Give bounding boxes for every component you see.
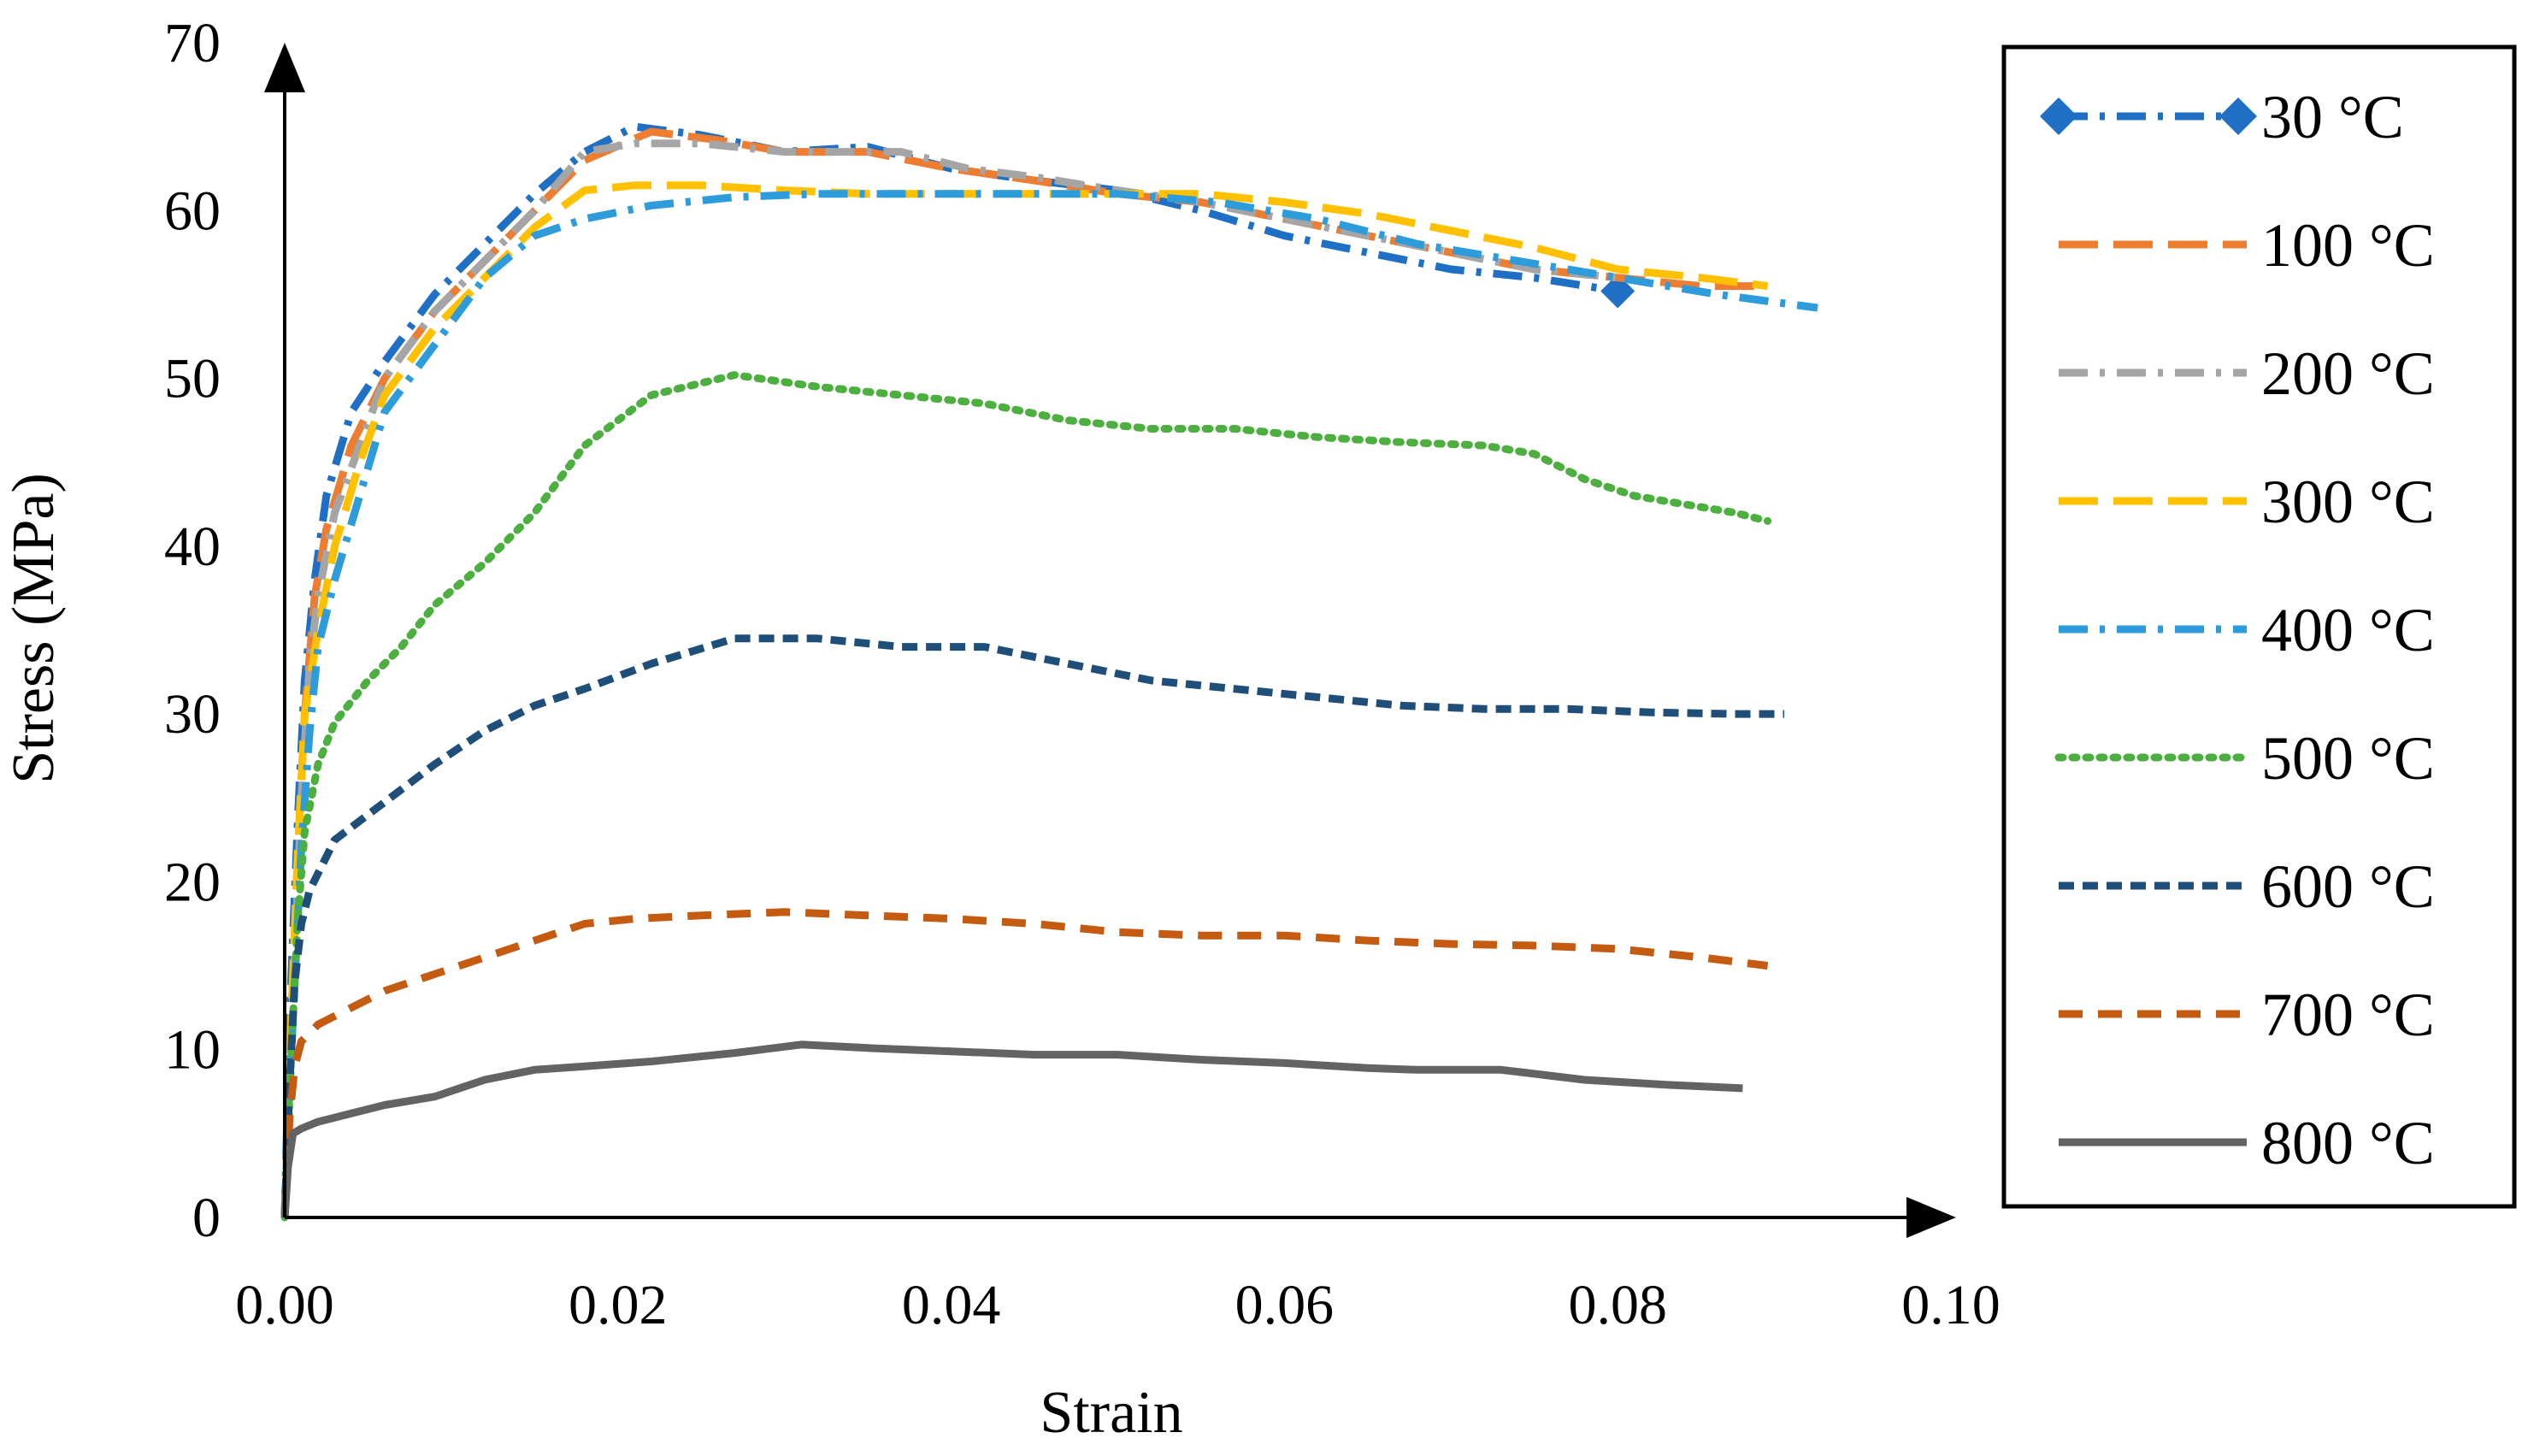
series-layer — [280, 122, 1818, 1222]
x-tick-label: 0.08 — [1568, 1274, 1667, 1336]
legend-marker — [2040, 97, 2077, 135]
legend-label-2: 200 °C — [2261, 339, 2435, 408]
y-tick-label: 10 — [164, 1019, 221, 1082]
legend-label-0: 30 °C — [2261, 83, 2404, 151]
x-axis-title: Strain — [1040, 1380, 1182, 1446]
legend-label-5: 500 °C — [2261, 724, 2435, 793]
y-tick-label: 20 — [164, 851, 221, 913]
legend-label-3: 300 °C — [2261, 468, 2435, 536]
series-line-3 — [280, 181, 1769, 1218]
y-axis-title: Stress (MPa) — [1, 473, 67, 784]
legend-label-4: 400 °C — [2261, 596, 2435, 664]
x-tick-label: 0.02 — [569, 1274, 668, 1336]
y-tick-label: 50 — [164, 348, 221, 410]
series-line-7 — [280, 908, 1769, 1218]
x-tick-label: 0.00 — [235, 1274, 334, 1336]
x-tick-label: 0.04 — [902, 1274, 1001, 1336]
y-tick-label: 70 — [164, 12, 221, 74]
axes-layer: 0.00 0.02 0.04 0.06 0.08 0.10 0 10 20 30 40 50 60 70 — [164, 12, 2001, 1336]
y-axis-arrow — [264, 43, 305, 92]
series-line-8 — [280, 1040, 1743, 1218]
y-tick-label: 0 — [192, 1187, 221, 1249]
series-line-2 — [280, 139, 1618, 1218]
series-line-4 — [280, 190, 1818, 1218]
y-tick-label: 40 — [164, 516, 221, 578]
legend-box — [2001, 44, 2517, 1209]
x-axis-arrow — [1906, 1197, 1956, 1238]
legend-label-1: 100 °C — [2261, 211, 2435, 280]
y-tick-label: 30 — [164, 683, 221, 746]
legend-label-6: 600 °C — [2261, 852, 2435, 921]
legend-label-8: 800 °C — [2261, 1109, 2435, 1177]
legend-marker — [2219, 97, 2257, 135]
series-line-0 — [280, 122, 1618, 1218]
x-tick-label: 0.06 — [1235, 1274, 1335, 1336]
series-line-6 — [280, 634, 1785, 1218]
legend: 30 °C 100 °C 200 °C 300 °C 400 °C 500 °C 600 °… — [2001, 44, 2517, 1209]
x-tick-label: 0.10 — [1901, 1274, 2001, 1336]
y-tick-label: 60 — [164, 180, 221, 242]
series-line-5 — [280, 371, 1772, 1222]
legend-label-7: 700 °C — [2261, 981, 2435, 1049]
